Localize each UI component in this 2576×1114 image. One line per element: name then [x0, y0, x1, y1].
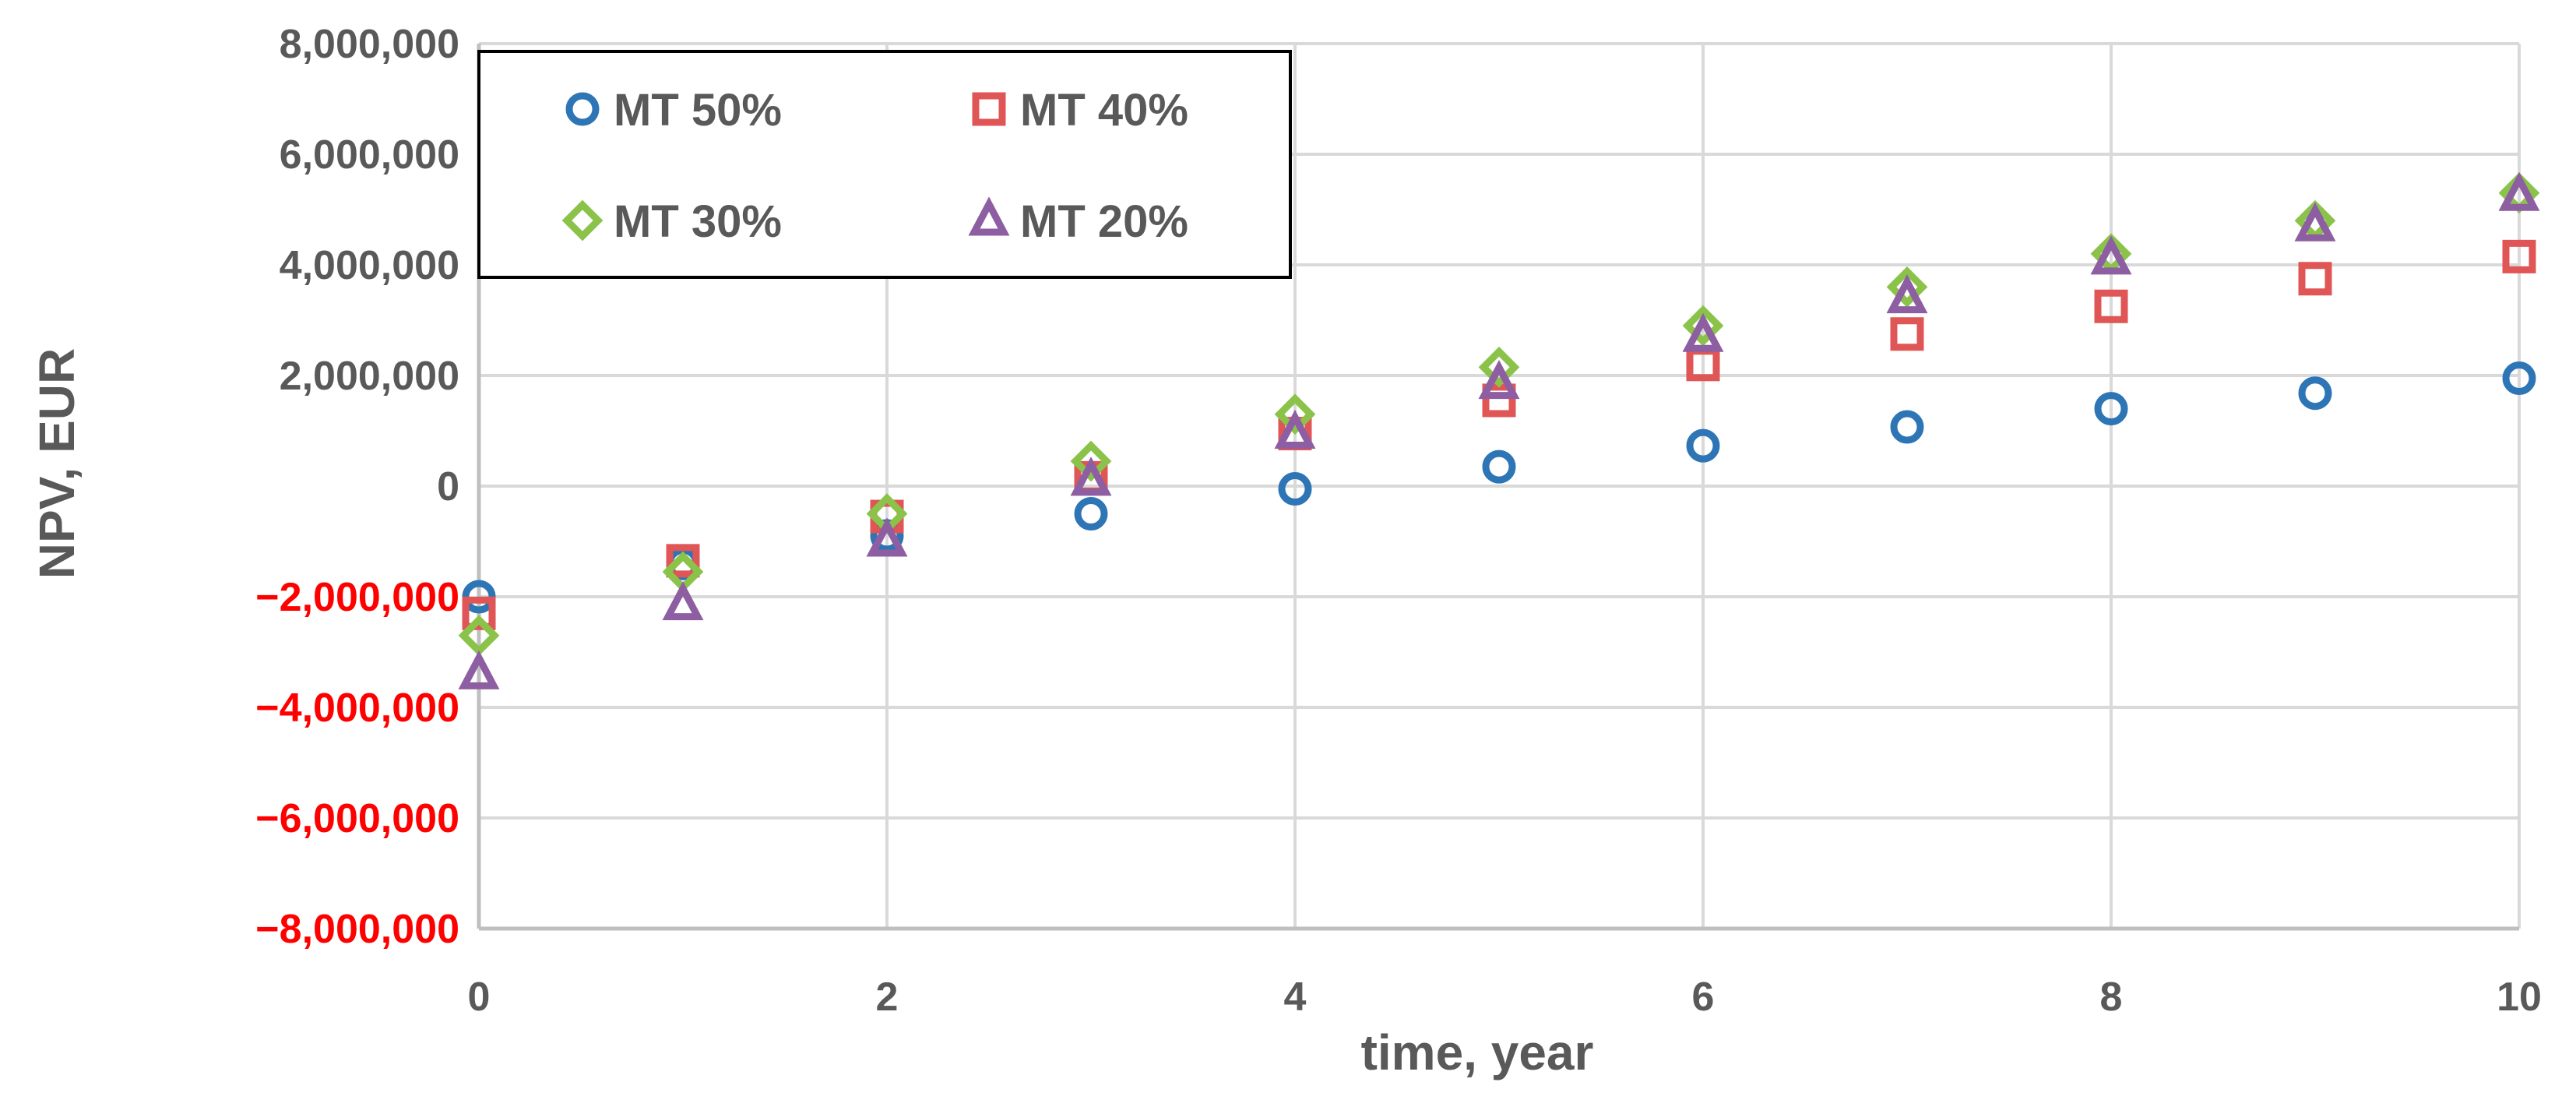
data-point	[2502, 239, 2536, 273]
data-point	[2090, 235, 2132, 275]
data-point	[662, 581, 704, 621]
legend-label: MT 30%	[614, 196, 782, 247]
data-point	[458, 650, 500, 689]
data-point	[1478, 360, 1520, 400]
data-point	[2502, 361, 2536, 396]
y-axis-title: NPV, EUR	[29, 348, 85, 579]
x-axis-tick-labels: 0 2 4 6 8 10	[468, 975, 2542, 1020]
x-tick-label: 4	[1284, 975, 1307, 1020]
y-tick-label: −4,000,000	[255, 686, 459, 731]
y-tick-label: 4,000,000	[280, 243, 459, 288]
data-point	[2294, 202, 2336, 241]
data-point	[1682, 312, 1724, 352]
x-tick-label: 0	[468, 975, 491, 1020]
data-point	[2498, 171, 2540, 211]
data-point	[2094, 289, 2128, 323]
data-point	[1890, 410, 1924, 444]
data-point	[666, 544, 700, 578]
legend-item: MT 20%	[968, 196, 1188, 247]
x-tick-label: 6	[1692, 975, 1715, 1020]
data-point	[1886, 273, 1928, 314]
data-point	[1274, 393, 1316, 435]
data-point	[2298, 376, 2332, 411]
data-point	[1890, 317, 1924, 351]
y-tick-label: −6,000,000	[255, 796, 459, 841]
data-point	[1682, 305, 1724, 347]
x-tick-label: 2	[876, 975, 899, 1020]
y-axis-tick-labels: 8,000,000 6,000,000 4,000,000 2,000,000 0 −2,…	[255, 22, 459, 952]
legend: MT 50% MT 40% MT 30% MT 20%	[477, 50, 1292, 279]
series-mt-20-	[458, 171, 2540, 689]
legend-label: MT 50%	[614, 85, 782, 136]
data-point	[1070, 440, 1112, 482]
legend-marker-square-icon	[972, 92, 1006, 126]
data-point	[1478, 346, 1520, 388]
x-tick-label: 8	[2100, 975, 2123, 1020]
data-point	[1482, 449, 1516, 484]
legend-label: MT 20%	[1020, 196, 1188, 247]
y-tick-label: 2,000,000	[280, 354, 459, 399]
data-point	[2298, 262, 2332, 296]
data-point	[2094, 392, 2128, 426]
legend-marker-diamond-icon	[561, 199, 604, 241]
legend-item: MT 50%	[565, 85, 782, 136]
data-point	[1686, 428, 1720, 463]
data-point	[1278, 472, 1312, 506]
y-tick-label: 8,000,000	[280, 22, 459, 67]
legend-marker-circle-icon	[565, 92, 600, 126]
y-tick-label: −2,000,000	[255, 575, 459, 620]
data-point	[1274, 409, 1316, 449]
y-tick-label: 0	[437, 464, 459, 509]
legend-marker-triangle-icon	[968, 196, 1010, 236]
x-tick-label: 10	[2497, 975, 2542, 1020]
legend-box	[477, 50, 1292, 279]
data-point	[462, 596, 496, 630]
data-points	[458, 171, 2540, 689]
data-point	[1070, 457, 1112, 496]
y-tick-label: −8,000,000	[255, 907, 459, 952]
series-mt-40-	[462, 239, 2536, 630]
x-axis-title: time, year	[1361, 1024, 1594, 1081]
y-tick-label: 6,000,000	[280, 132, 459, 178]
legend-item: MT 40%	[972, 85, 1188, 136]
legend-item: MT 30%	[561, 196, 782, 247]
data-point	[866, 517, 908, 557]
data-point	[1886, 266, 1928, 308]
legend-label: MT 40%	[1020, 85, 1188, 136]
data-point	[1074, 497, 1108, 531]
